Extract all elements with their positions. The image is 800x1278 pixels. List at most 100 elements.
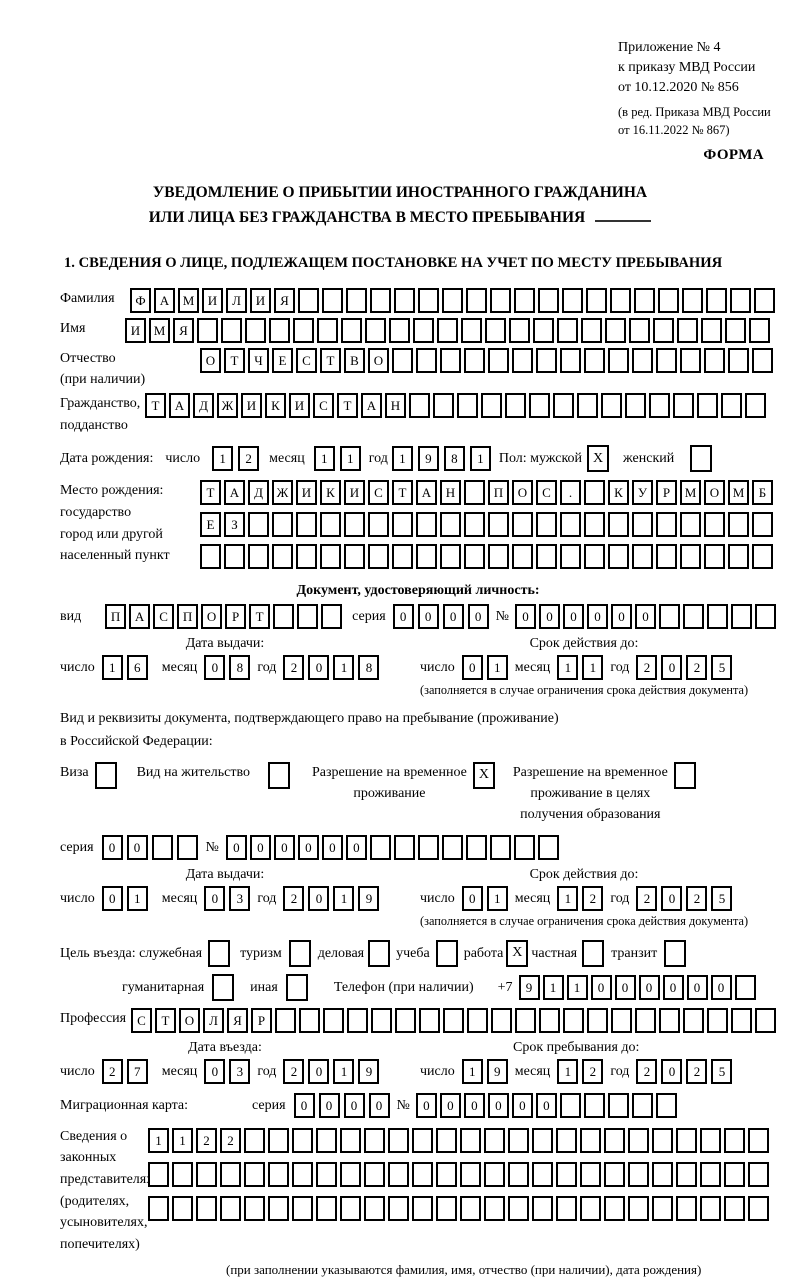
char-box[interactable]: 0 <box>439 1092 461 1118</box>
char-box[interactable] <box>299 1007 320 1033</box>
char-box[interactable] <box>176 834 198 860</box>
char-box[interactable] <box>484 1127 505 1153</box>
char-box[interactable] <box>440 544 461 570</box>
char-box[interactable]: 0 <box>126 834 148 860</box>
char-box[interactable] <box>436 1195 457 1221</box>
char-box[interactable]: 9 <box>518 974 540 1000</box>
char-box[interactable] <box>680 512 701 538</box>
char-box[interactable] <box>539 1007 560 1033</box>
char-box[interactable]: 5 <box>711 885 733 911</box>
char-box[interactable] <box>288 939 311 967</box>
char-box[interactable] <box>725 317 746 343</box>
char-box[interactable]: 0 <box>710 974 732 1000</box>
char-box[interactable]: 0 <box>662 974 684 1000</box>
char-box[interactable] <box>560 347 581 373</box>
char-box[interactable] <box>608 544 629 570</box>
char-box[interactable] <box>419 1007 440 1033</box>
char-box[interactable] <box>440 512 461 538</box>
char-box[interactable] <box>485 317 506 343</box>
char-box[interactable]: 2 <box>283 1058 305 1084</box>
char-box[interactable] <box>268 1195 289 1221</box>
char-box[interactable]: И <box>296 480 317 506</box>
char-box[interactable] <box>700 1127 721 1153</box>
char-box[interactable] <box>491 1007 512 1033</box>
char-box[interactable]: Л <box>203 1007 224 1033</box>
char-box[interactable] <box>293 317 314 343</box>
char-box[interactable]: 2 <box>101 1058 123 1084</box>
char-box[interactable] <box>292 1127 313 1153</box>
char-box[interactable] <box>248 512 269 538</box>
char-box[interactable] <box>587 1007 608 1033</box>
char-box[interactable] <box>690 445 713 473</box>
char-box[interactable]: Ч <box>248 347 269 373</box>
char-box[interactable] <box>707 604 728 630</box>
char-box[interactable]: 1 <box>313 446 335 472</box>
char-box[interactable] <box>580 1127 601 1153</box>
char-box[interactable] <box>607 1092 629 1118</box>
char-box[interactable] <box>659 604 680 630</box>
char-box[interactable] <box>553 392 574 418</box>
char-box[interactable]: И <box>202 287 223 313</box>
char-box[interactable]: Я <box>173 317 194 343</box>
char-box[interactable]: 0 <box>204 655 226 681</box>
char-box[interactable] <box>489 834 511 860</box>
char-box[interactable] <box>536 544 557 570</box>
char-box[interactable]: 0 <box>293 1092 315 1118</box>
char-box[interactable]: 2 <box>636 885 658 911</box>
char-box[interactable] <box>731 604 752 630</box>
char-box[interactable] <box>513 834 535 860</box>
char-box[interactable] <box>244 1127 265 1153</box>
char-box[interactable] <box>721 392 742 418</box>
char-box[interactable]: 2 <box>582 885 604 911</box>
char-box[interactable] <box>749 317 770 343</box>
char-box[interactable] <box>292 1195 313 1221</box>
char-box[interactable] <box>704 347 725 373</box>
purpose-official-checkbox[interactable] <box>208 939 231 967</box>
char-box[interactable]: 0 <box>343 1092 365 1118</box>
char-box[interactable] <box>653 317 674 343</box>
char-box[interactable]: 0 <box>273 834 295 860</box>
char-box[interactable]: 1 <box>148 1127 169 1153</box>
char-box[interactable] <box>629 317 650 343</box>
char-box[interactable] <box>460 1161 481 1187</box>
char-box[interactable]: Р <box>225 604 247 630</box>
char-box[interactable] <box>508 1195 529 1221</box>
char-box[interactable]: И <box>344 480 365 506</box>
char-box[interactable]: 0 <box>461 655 483 681</box>
birth-place-row-3[interactable] <box>200 544 773 570</box>
char-box[interactable] <box>220 1195 241 1221</box>
char-box[interactable]: 0 <box>415 1092 437 1118</box>
char-box[interactable] <box>731 1007 752 1033</box>
char-box[interactable]: X <box>472 761 495 789</box>
char-box[interactable] <box>529 392 550 418</box>
char-box[interactable]: Н <box>385 392 406 418</box>
char-box[interactable] <box>172 1195 193 1221</box>
char-box[interactable] <box>388 1161 409 1187</box>
char-box[interactable]: 1 <box>582 655 604 681</box>
char-box[interactable]: М <box>680 480 701 506</box>
char-box[interactable]: 1 <box>101 655 123 681</box>
char-box[interactable] <box>682 287 703 313</box>
char-box[interactable]: 1 <box>333 1058 355 1084</box>
char-box[interactable] <box>625 392 646 418</box>
char-box[interactable]: Л <box>226 287 247 313</box>
char-box[interactable] <box>488 544 509 570</box>
char-box[interactable] <box>628 1127 649 1153</box>
char-box[interactable] <box>94 761 117 789</box>
char-box[interactable]: 1 <box>172 1127 193 1153</box>
purpose-humanitarian-checkbox[interactable] <box>212 973 235 1001</box>
char-box[interactable]: 0 <box>308 655 330 681</box>
char-box[interactable] <box>562 287 583 313</box>
char-box[interactable]: 2 <box>283 655 305 681</box>
char-box[interactable] <box>601 392 622 418</box>
char-box[interactable] <box>608 512 629 538</box>
char-box[interactable] <box>586 287 607 313</box>
char-box[interactable]: 3 <box>229 885 251 911</box>
char-box[interactable]: 0 <box>308 885 330 911</box>
char-box[interactable] <box>273 604 295 630</box>
